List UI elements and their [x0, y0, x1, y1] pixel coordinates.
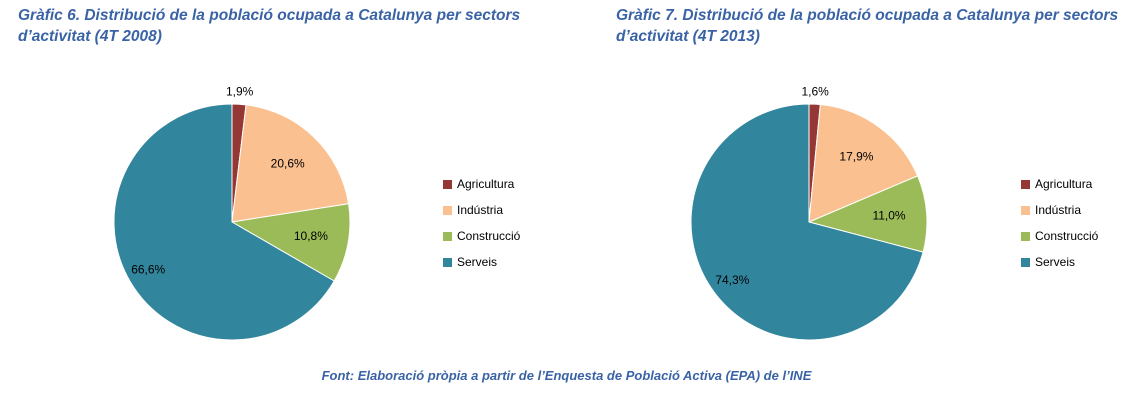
- legend-label: Construcció: [1035, 229, 1099, 243]
- data-label: 1,9%: [226, 84, 254, 98]
- data-label: 17,9%: [839, 149, 873, 163]
- legend-swatch: [1021, 232, 1030, 241]
- legend: Agricultura Indústria Construcció Serveis: [443, 177, 521, 269]
- legend-swatch: [1021, 258, 1030, 267]
- pie-slice-indstria: [231, 104, 350, 223]
- pie-chart: 1,6% 17,9% 11,0% 74,3% Agricultura Indústria C…: [690, 84, 1099, 341]
- legend-swatch: [443, 258, 452, 267]
- legend-label: Construcció: [457, 229, 521, 243]
- pie-chart: 1,9% 20,6% 10,8% 66,6% Agricultura Indústria C…: [113, 84, 521, 341]
- data-label: 20,6%: [271, 156, 305, 170]
- legend-swatch: [1021, 206, 1030, 215]
- chart-title: Gràfic 7. Distribució de la població ocu…: [616, 7, 1119, 45]
- chart-2008: Gràfic 6. Distribució de la població ocu…: [0, 0, 560, 360]
- data-label: 11,0%: [872, 208, 905, 222]
- data-label: 74,3%: [715, 273, 749, 287]
- data-label: 10,8%: [294, 229, 328, 243]
- legend-label: Serveis: [457, 255, 497, 269]
- legend-swatch: [1021, 180, 1030, 189]
- data-label: 1,6%: [801, 84, 829, 98]
- source-note: Font: Elaboració pròpia a partir de l’En…: [321, 368, 812, 383]
- pie-slice-serveis: [690, 103, 924, 341]
- legend-label: Agricultura: [457, 177, 515, 191]
- pie-slice-construcci: [807, 175, 928, 253]
- legend-label: Indústria: [457, 203, 503, 217]
- legend: Agricultura Indústria Construcció Serveis: [1021, 177, 1099, 269]
- chart-2013: Gràfic 7. Distribució de la població ocu…: [576, 0, 1133, 360]
- legend-label: Agricultura: [1035, 177, 1093, 191]
- pie-slice-construcci: [230, 203, 351, 282]
- legend-swatch: [443, 206, 452, 215]
- pie-slice-serveis: [113, 103, 335, 341]
- legend-swatch: [443, 180, 452, 189]
- legend-label: Serveis: [1035, 255, 1075, 269]
- chart-title: Gràfic 6. Distribució de la població ocu…: [18, 7, 521, 45]
- pie-slice-indstria: [808, 103, 919, 223]
- data-label: 66,6%: [131, 263, 165, 277]
- legend-label: Indústria: [1035, 203, 1081, 217]
- legend-swatch: [443, 232, 452, 241]
